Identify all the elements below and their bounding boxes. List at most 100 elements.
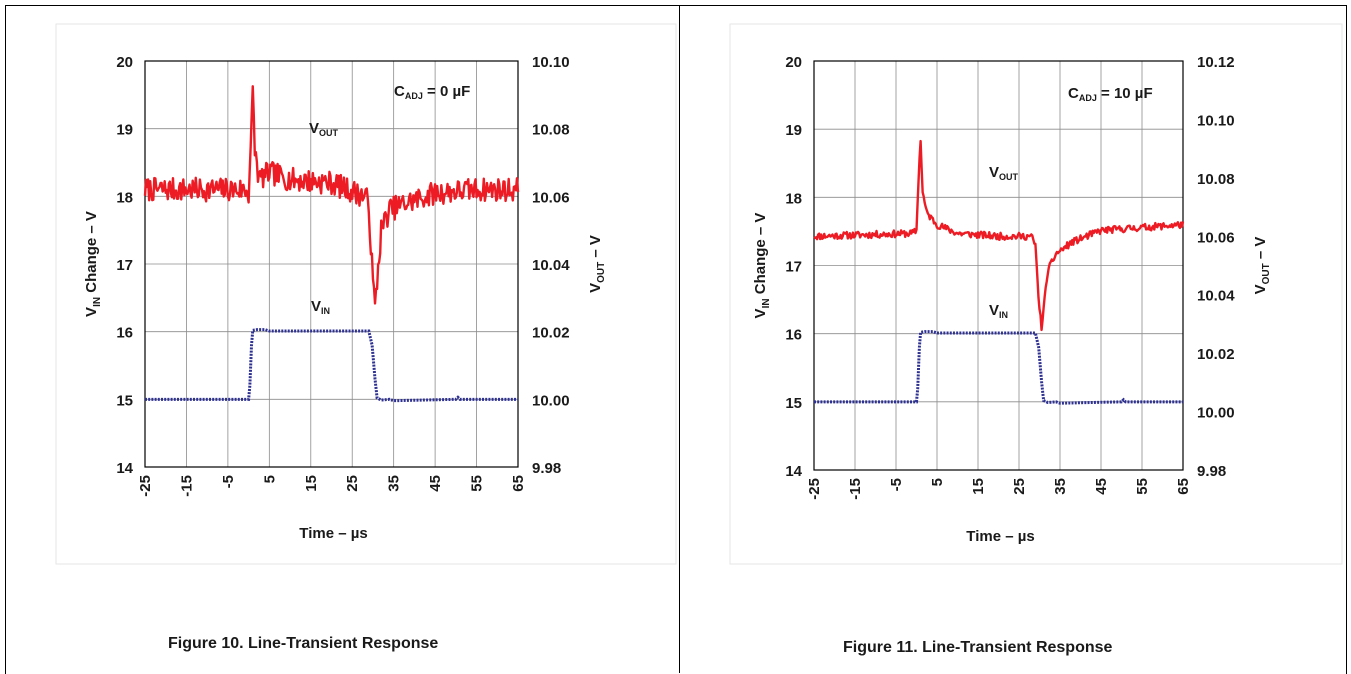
x-tick-label: 55 bbox=[469, 475, 486, 492]
y-left-axis-label-v: V bbox=[83, 307, 100, 317]
series-label-vout-sub: OUT bbox=[999, 172, 1019, 182]
series-label-vin-v: V bbox=[311, 298, 321, 315]
y-left-tick-label: 16 bbox=[116, 325, 133, 342]
y-left-axis-label-sub: IN bbox=[761, 298, 772, 308]
figure-11-panel: 14 15 16 17 18 19 20 9.98 10.00 10.02 10.04 10.06 10… bbox=[680, 6, 1344, 672]
figure-10-panel: 14 15 16 17 18 19 20 9.98 10.00 10.02 10.04 10.06 10… bbox=[6, 6, 678, 672]
figure-10-chart: 14 15 16 17 18 19 20 9.98 10.00 10.02 10.04 10.06 10… bbox=[55, 23, 677, 565]
y-left-tick-label: 14 bbox=[785, 463, 802, 480]
x-tick-label: -15 bbox=[847, 478, 864, 500]
x-tick-label: -25 bbox=[806, 478, 823, 500]
y-right-axis-label-v: V bbox=[1252, 284, 1269, 294]
y-right-axis-label-rest: – V bbox=[1252, 237, 1269, 264]
y-left-tick-label: 15 bbox=[785, 395, 802, 412]
chart-outer-frame bbox=[55, 23, 677, 565]
series-label-vin: VIN bbox=[311, 298, 330, 316]
column-divider bbox=[679, 5, 680, 673]
cadj-annotation-c: C bbox=[1068, 85, 1079, 102]
series-label-vin: VIN bbox=[989, 302, 1008, 320]
cadj-annotation: CADJ = 0 µF bbox=[394, 83, 470, 101]
series-label-vin-v: V bbox=[989, 302, 999, 319]
series-label-vin-sub: IN bbox=[999, 310, 1008, 320]
x-tick-label: 25 bbox=[344, 475, 361, 492]
x-tick-label: -15 bbox=[178, 475, 195, 497]
cadj-annotation-value: = 0 µF bbox=[423, 83, 470, 100]
y-right-tick-label: 10.08 bbox=[1197, 171, 1235, 188]
x-tick-label: 45 bbox=[1093, 478, 1110, 495]
x-axis-label: Time – µs bbox=[299, 525, 367, 542]
y-left-tick-label: 20 bbox=[785, 54, 802, 71]
y-left-tick-label: 17 bbox=[785, 259, 802, 276]
x-tick-label: 5 bbox=[261, 475, 278, 483]
y-right-tick-label: 10.08 bbox=[532, 122, 570, 139]
y-left-tick-label: 14 bbox=[116, 460, 133, 477]
figure-10-caption: Figure 10. Line-Transient Response bbox=[168, 635, 439, 652]
y-right-axis-label-rest: – V bbox=[587, 235, 604, 262]
y-left-axis-label-rest: Change – V bbox=[752, 213, 769, 299]
y-left-axis-label: VIN Change – V bbox=[752, 213, 772, 319]
series-label-vout: VOUT bbox=[309, 120, 339, 138]
x-tick-label: 35 bbox=[1052, 478, 1069, 495]
y-right-tick-label: 10.10 bbox=[1197, 112, 1235, 129]
y-right-tick-label: 9.98 bbox=[1197, 463, 1226, 480]
x-tick-label: 45 bbox=[427, 475, 444, 492]
y-right-tick-label: 10.04 bbox=[532, 257, 570, 274]
plot-area-border bbox=[813, 60, 1184, 471]
x-tick-label: 15 bbox=[303, 475, 320, 492]
y-left-tick-label: 16 bbox=[785, 327, 802, 344]
y-right-tick-label: 10.06 bbox=[532, 189, 570, 206]
x-tick-label: 55 bbox=[1134, 478, 1151, 495]
y-left-tick-label: 19 bbox=[116, 122, 133, 139]
cadj-annotation: CADJ = 10 µF bbox=[1068, 85, 1153, 103]
y-right-tick-label: 10.12 bbox=[1197, 54, 1235, 71]
y-left-axis-label-v: V bbox=[752, 308, 769, 318]
y-left-axis-label: VIN Change – V bbox=[83, 211, 103, 317]
x-tick-label: 25 bbox=[1011, 478, 1028, 495]
x-tick-label: 35 bbox=[386, 475, 403, 492]
series-line-vout bbox=[813, 139, 1185, 332]
series-label-vin-sub: IN bbox=[321, 306, 330, 316]
y-right-tick-label: 10.02 bbox=[1197, 346, 1235, 363]
cadj-annotation-sub: ADJ bbox=[1079, 93, 1097, 103]
series-label-vout: VOUT bbox=[989, 164, 1019, 182]
series-label-vout-v: V bbox=[989, 164, 999, 181]
series-label-vout-v: V bbox=[309, 120, 319, 137]
series-line-vin bbox=[814, 330, 1183, 405]
y-right-tick-label: 10.00 bbox=[532, 392, 570, 409]
y-left-axis-label-sub: IN bbox=[92, 297, 103, 307]
figure-11-chart: 14 15 16 17 18 19 20 9.98 10.00 10.02 10.04 10.06 10… bbox=[729, 23, 1343, 565]
y-right-axis-label: VOUT – V bbox=[587, 235, 607, 293]
x-tick-label: -5 bbox=[220, 475, 237, 488]
y-left-axis-label-rest: Change – V bbox=[83, 211, 100, 297]
series-line-vout bbox=[143, 85, 520, 305]
y-left-tick-label: 17 bbox=[116, 257, 133, 274]
y-right-axis-label: VOUT – V bbox=[1252, 237, 1272, 295]
x-tick-label: 15 bbox=[970, 478, 987, 495]
cadj-annotation-c: C bbox=[394, 83, 405, 100]
x-tick-label: 65 bbox=[510, 475, 527, 492]
x-tick-label: 5 bbox=[929, 478, 946, 486]
plot-area-border bbox=[144, 60, 519, 468]
series-line-vin bbox=[145, 328, 518, 403]
y-right-tick-label: 10.10 bbox=[532, 54, 570, 71]
cadj-annotation-value: = 10 µF bbox=[1097, 85, 1153, 102]
x-axis-label: Time – µs bbox=[966, 528, 1034, 545]
chart-outer-frame bbox=[729, 23, 1343, 565]
y-right-tick-label: 10.02 bbox=[532, 325, 570, 342]
cadj-annotation-sub: ADJ bbox=[405, 91, 423, 101]
y-left-tick-label: 19 bbox=[785, 122, 802, 139]
y-right-tick-label: 10.04 bbox=[1197, 288, 1235, 305]
page-frame bbox=[5, 5, 1347, 674]
y-right-axis-label-sub: OUT bbox=[596, 262, 607, 283]
x-tick-label: 65 bbox=[1175, 478, 1192, 495]
y-right-axis-label-sub: OUT bbox=[1261, 263, 1272, 284]
y-left-tick-label: 15 bbox=[116, 392, 133, 409]
y-right-tick-label: 10.00 bbox=[1197, 405, 1235, 422]
y-left-tick-label: 20 bbox=[116, 54, 133, 71]
y-right-tick-label: 10.06 bbox=[1197, 229, 1235, 246]
x-tick-label: -25 bbox=[137, 475, 154, 497]
x-tick-label: -5 bbox=[888, 478, 905, 491]
y-right-axis-label-v: V bbox=[587, 283, 604, 293]
y-right-tick-label: 9.98 bbox=[532, 460, 561, 477]
y-left-tick-label: 18 bbox=[116, 189, 133, 206]
